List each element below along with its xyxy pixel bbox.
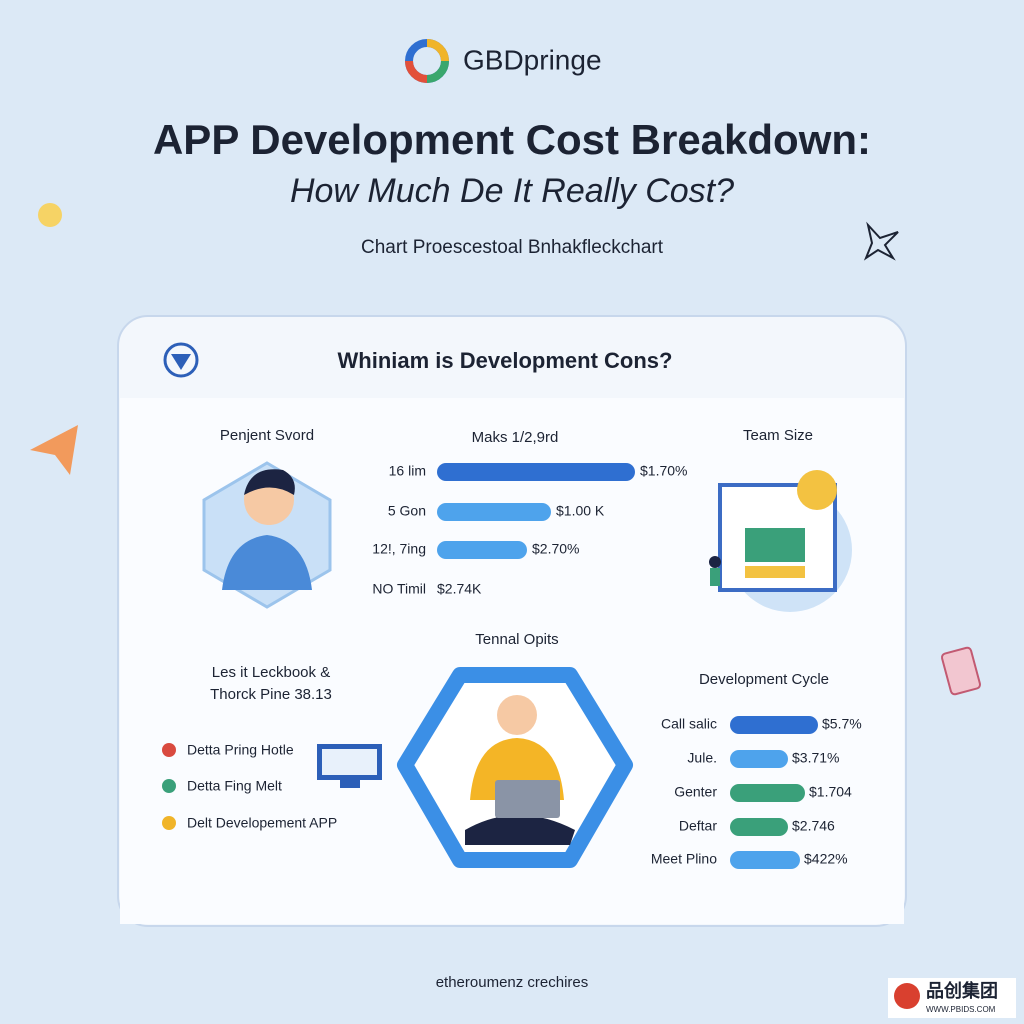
legend-dot <box>162 779 176 793</box>
caption: Chart Proescestoal Bnhakfleckchart <box>361 237 664 258</box>
team-avatar <box>797 470 837 510</box>
row-value: $422% <box>804 851 848 867</box>
legend-dot <box>162 743 176 757</box>
row-value: $1.704 <box>809 784 852 800</box>
row-label: Genter <box>674 784 717 800</box>
row-value: $2.746 <box>792 818 835 834</box>
title: APP Development Cost Breakdown: <box>153 116 871 163</box>
paper-plane <box>30 425 78 475</box>
logo-text: GBDpringe <box>463 44 602 75</box>
row-value: $3.71% <box>792 750 839 766</box>
row-label: Deftar <box>679 818 717 834</box>
row-label: NO Timil <box>372 581 426 597</box>
watermark-brand: 品创集团 <box>926 980 998 1001</box>
row-value: $2.70% <box>532 541 579 557</box>
profile-hair <box>244 469 295 495</box>
monitor-stand <box>340 780 360 788</box>
team-screen <box>745 528 805 562</box>
bar <box>437 463 635 481</box>
phone <box>940 646 982 696</box>
legend-item: Detta Pring Hotle <box>187 742 294 758</box>
bar <box>437 503 551 521</box>
row-value: $5.7% <box>822 716 862 732</box>
subtitle: How Much De It Really Cost? <box>290 172 734 210</box>
bar <box>730 818 788 836</box>
bar <box>730 716 818 734</box>
row-value: $2.74K <box>437 581 482 597</box>
tennal-laptop <box>495 780 560 818</box>
watermark-url: WWW.PBIDS.COM <box>926 1005 996 1014</box>
row-value: $1.70% <box>640 463 687 479</box>
logo <box>405 39 449 83</box>
bar <box>730 784 805 802</box>
row-label: 5 Gon <box>388 503 426 519</box>
team-person-body <box>710 568 720 586</box>
makes-label: Maks 1/2,9rd <box>472 429 559 446</box>
legend-dot <box>162 816 176 830</box>
card-icon <box>163 342 199 378</box>
legend-title: Les it Leckbook & <box>212 664 330 681</box>
team-label: Team Size <box>743 427 813 444</box>
legend-title: Thorck Pine 38.13 <box>210 686 332 703</box>
row-label: Jule. <box>687 750 717 766</box>
monitor-screen <box>322 749 377 775</box>
row-label: 12!, 7ing <box>372 541 426 557</box>
sparkle <box>863 221 899 261</box>
profile-body <box>222 535 312 590</box>
row-label: 16 lim <box>389 463 426 479</box>
bar <box>730 750 788 768</box>
bar <box>730 851 800 869</box>
team-person <box>709 556 721 568</box>
legend-item: Delt Developement APP <box>187 815 337 831</box>
watermark-logo <box>894 983 920 1009</box>
dot <box>38 203 62 227</box>
tennal-label: Tennal Opits <box>475 631 558 648</box>
card-heading: Whiniam is Development Cons? <box>338 348 673 373</box>
row-label: Call salic <box>661 716 717 732</box>
team-strip <box>745 566 805 578</box>
legend-item: Detta Fing Melt <box>187 778 282 794</box>
footer: etheroumenz crechires <box>436 974 589 991</box>
tennal-legs <box>465 815 575 845</box>
card-icon-shape <box>171 354 191 370</box>
tennal-head <box>497 695 537 735</box>
row-label: Meet Plino <box>651 851 717 867</box>
row-value: $1.00 K <box>556 503 605 519</box>
bar <box>437 541 527 559</box>
cycle-label: Development Cycle <box>699 671 829 688</box>
profile-label: Penjent Svord <box>220 427 314 444</box>
